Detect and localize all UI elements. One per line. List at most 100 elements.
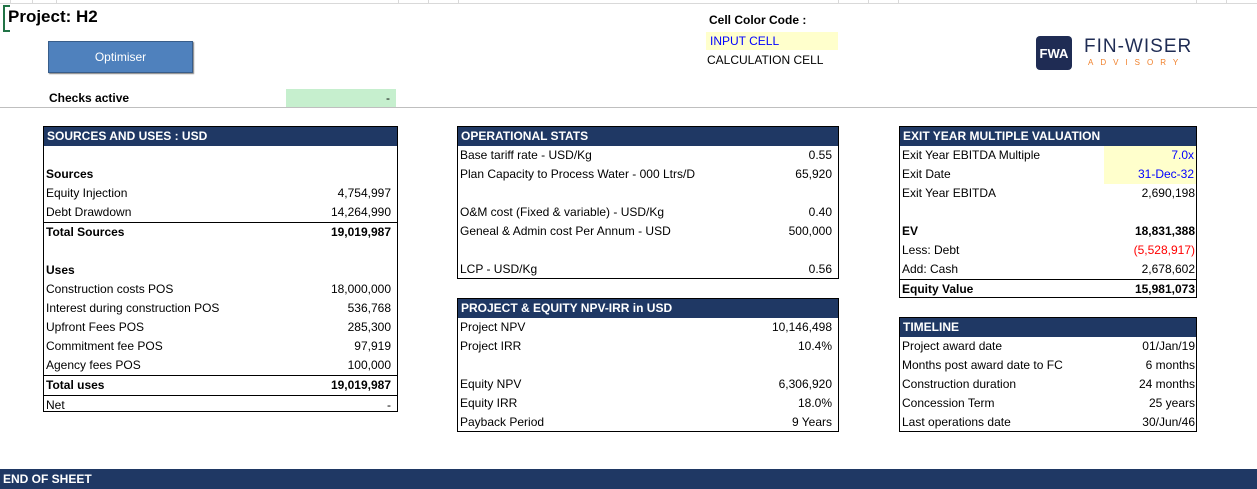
- table-row[interactable]: Base tariff rate - USD/Kg 0.55: [458, 146, 838, 165]
- table-row[interactable]: O&M cost (Fixed & variable) - USD/Kg 0.40: [458, 203, 838, 222]
- ebitda-multiple-input[interactable]: 7.0x: [1104, 146, 1196, 165]
- table-row[interactable]: Project IRR 10.4%: [458, 337, 838, 356]
- equity-value-row[interactable]: Equity Value 15,981,073: [900, 279, 1196, 299]
- ev-row[interactable]: EV 18,831,388: [900, 222, 1196, 241]
- row-label: Project IRR: [460, 339, 522, 353]
- row-label: Project award date: [902, 339, 1003, 353]
- table-row[interactable]: Agency fees POS 100,000: [44, 356, 397, 376]
- row-label: Equity IRR: [460, 396, 518, 410]
- row-value: 18,831,388: [1134, 224, 1195, 238]
- table-row[interactable]: Construction duration 24 months: [900, 375, 1196, 394]
- operational-stats-table: OPERATIONAL STATS Base tariff rate - USD…: [457, 126, 839, 279]
- row-label: Exit Year EBITDA Multiple: [902, 148, 1041, 162]
- uses-heading: Uses: [46, 263, 75, 277]
- table-row[interactable]: Geneal & Admin cost Per Annum - USD 500,0…: [458, 222, 838, 241]
- checks-value[interactable]: -: [286, 89, 396, 107]
- row-value: 25 years: [1148, 396, 1195, 410]
- cell-color-code-title: Cell Color Code :: [709, 13, 807, 27]
- row-value: 97,919: [354, 339, 391, 353]
- row-value: 500,000: [788, 224, 832, 238]
- table-row[interactable]: Months post award date to FC 6 months: [900, 356, 1196, 375]
- row-value: 10,146,498: [771, 320, 832, 334]
- grid-top-edge: [0, 0, 1257, 4]
- legend-input-cell[interactable]: INPUT CELL: [706, 32, 838, 50]
- table-row[interactable]: Last operations date 30/Jun/46: [900, 413, 1196, 432]
- table-row[interactable]: Less: Debt (5,528,917): [900, 241, 1196, 260]
- row-value: 2,690,198: [1141, 186, 1195, 200]
- row-value: 19,019,987: [330, 378, 391, 392]
- table-row[interactable]: Uses: [44, 261, 397, 280]
- fin-wiser-logo: FWA FIN-WISER ADVISORY: [1036, 36, 1196, 72]
- row-label: Last operations date: [902, 415, 1011, 429]
- row-value: 10.4%: [797, 339, 832, 353]
- table-row[interactable]: Equity Injection 4,754,997: [44, 184, 397, 203]
- blank-row: [458, 241, 838, 260]
- row-label: Commitment fee POS: [46, 339, 163, 353]
- table-row[interactable]: Equity NPV 6,306,920: [458, 375, 838, 394]
- row-label: Base tariff rate - USD/Kg: [460, 148, 592, 162]
- row-value: 0.40: [808, 205, 832, 219]
- row-value: 18,000,000: [330, 282, 391, 296]
- row-label: Interest during construction POS: [46, 301, 220, 315]
- row-label: Debt Drawdown: [46, 205, 132, 219]
- table-row[interactable]: Commitment fee POS 97,919: [44, 337, 397, 356]
- table-row[interactable]: Project NPV 10,146,498: [458, 318, 838, 337]
- blank-row: [900, 203, 1196, 222]
- table-row[interactable]: Plan Capacity to Process Water - 000 Ltr…: [458, 165, 838, 184]
- row-label: Construction duration: [902, 377, 1017, 391]
- row-value: 6 months: [1145, 358, 1195, 372]
- total-sources-row[interactable]: Total Sources 19,019,987: [44, 223, 397, 242]
- logo-subtitle: ADVISORY: [1088, 58, 1186, 67]
- table-row[interactable]: Concession Term 25 years: [900, 394, 1196, 413]
- row-value: 19,019,987: [330, 225, 391, 239]
- sources-uses-title: SOURCES AND USES : USD: [44, 127, 397, 146]
- table-row[interactable]: Construction costs POS 18,000,000: [44, 280, 397, 299]
- row-label: Exit Year EBITDA: [902, 186, 997, 200]
- table-row[interactable]: Project award date 01/Jan/19: [900, 337, 1196, 356]
- table-row[interactable]: Exit Date 31-Dec-32: [900, 165, 1196, 184]
- row-value: 24 months: [1138, 377, 1195, 391]
- table-row[interactable]: Exit Year EBITDA Multiple 7.0x: [900, 146, 1196, 165]
- end-of-sheet-bar: END OF SHEET: [0, 469, 1257, 489]
- row-value: 18.0%: [797, 396, 832, 410]
- row-label: Net: [46, 398, 65, 412]
- exit-valuation-title: EXIT YEAR MULTIPLE VALUATION: [900, 127, 1196, 146]
- blank-row: [458, 356, 838, 375]
- row-value: 30/Jun/46: [1142, 415, 1195, 429]
- row-label: EV: [902, 224, 919, 238]
- table-row[interactable]: LCP - USD/Kg 0.56: [458, 260, 838, 279]
- table-row[interactable]: Exit Year EBITDA 2,690,198: [900, 184, 1196, 203]
- legend-calculation-cell[interactable]: CALCULATION CELL: [707, 53, 824, 67]
- row-label: Equity Injection: [46, 186, 128, 200]
- exit-date-input[interactable]: 31-Dec-32: [1104, 165, 1196, 184]
- row-value: -: [387, 398, 391, 412]
- npv-irr-table: PROJECT & EQUITY NPV-IRR in USD Project …: [457, 298, 839, 432]
- optimiser-button[interactable]: Optimiser: [48, 41, 193, 73]
- logo-badge: FWA: [1036, 36, 1072, 70]
- table-row[interactable]: Payback Period 9 Years: [458, 413, 838, 432]
- selected-cell-cursor[interactable]: [3, 5, 10, 32]
- row-label: Upfront Fees POS: [46, 320, 145, 334]
- row-value: 14,264,990: [330, 205, 391, 219]
- row-value: 0.56: [808, 262, 832, 276]
- row-value: 9 Years: [791, 415, 832, 429]
- row-label: Equity NPV: [460, 377, 522, 391]
- row-label: Agency fees POS: [46, 358, 141, 372]
- blank-row: [44, 146, 397, 165]
- table-row[interactable]: Add: Cash 2,678,602: [900, 260, 1196, 279]
- row-label: Total Sources: [46, 225, 125, 239]
- divider-line: [0, 107, 1257, 108]
- table-row[interactable]: Equity IRR 18.0%: [458, 394, 838, 413]
- row-label: Project NPV: [460, 320, 526, 334]
- table-row[interactable]: Debt Drawdown 14,264,990: [44, 203, 397, 223]
- table-row[interactable]: Sources: [44, 165, 397, 184]
- row-label: Less: Debt: [902, 243, 960, 257]
- table-row[interactable]: Interest during construction POS 536,768: [44, 299, 397, 318]
- row-label: Payback Period: [460, 415, 545, 429]
- total-uses-row[interactable]: Total uses 19,019,987: [44, 376, 397, 396]
- row-value: 100,000: [347, 358, 391, 372]
- net-row[interactable]: Net -: [44, 396, 397, 415]
- row-value: 6,306,920: [778, 377, 832, 391]
- row-label: Total uses: [46, 378, 105, 392]
- table-row[interactable]: Upfront Fees POS 285,300: [44, 318, 397, 337]
